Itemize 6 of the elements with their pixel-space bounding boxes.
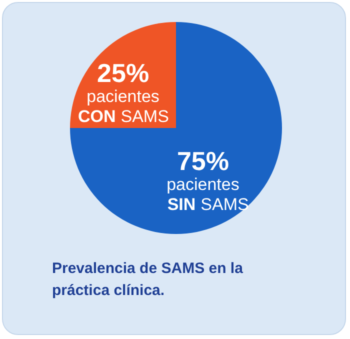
- data-label: 25%: [97, 58, 150, 88]
- slice-label: pacientes CON SAMS: [78, 87, 169, 126]
- text: Prevalencia de SAMS en la práctica clínica.: [52, 260, 244, 299]
- slice-label: pacientes SIN SAMS: [166, 174, 249, 214]
- pie-slice: [70, 22, 282, 234]
- data-label: 75%: [176, 146, 229, 176]
